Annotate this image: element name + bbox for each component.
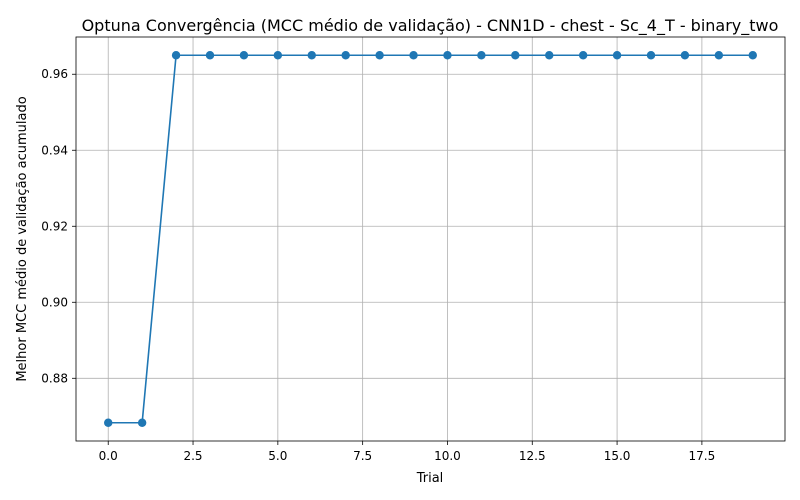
y-axis-label: Melhor MCC médio de validação acumulado — [15, 96, 30, 381]
data-point — [545, 51, 554, 60]
data-point — [511, 51, 520, 60]
x-tick-label: 10.0 — [434, 449, 461, 463]
series — [104, 51, 757, 427]
data-point — [646, 51, 656, 60]
axis-ticks: 0.0 2.5 5.0 7.5 10.0 12.5 15.0 17.5 0.88 0.90 0.92… — [41, 67, 715, 463]
x-tick-label: 2.5 — [183, 449, 202, 463]
data-point — [171, 51, 181, 60]
x-axis-label: Trial — [416, 471, 444, 486]
plot-frame — [75, 36, 786, 442]
y-tick-label: 0.94 — [41, 143, 68, 157]
y-tick-label: 0.88 — [41, 371, 68, 385]
data-point — [443, 51, 452, 60]
x-tick-label: 17.5 — [689, 449, 716, 463]
data-point — [205, 51, 215, 60]
data-point — [273, 51, 283, 60]
y-tick-label: 0.92 — [41, 219, 68, 233]
x-tick-label: 7.5 — [353, 449, 372, 463]
grid — [76, 37, 785, 441]
data-point — [104, 418, 113, 427]
data-point — [578, 51, 588, 60]
data-point — [307, 51, 316, 60]
y-tick-label: 0.96 — [41, 67, 68, 81]
x-tick-label: 15.0 — [604, 449, 631, 463]
data-point — [409, 51, 418, 60]
data-point — [137, 418, 147, 427]
data-point — [341, 51, 350, 60]
x-tick-label: 12.5 — [519, 449, 546, 463]
data-point — [680, 51, 690, 60]
chart-title: Optuna Convergência (MCC médio de valida… — [82, 16, 779, 36]
data-point — [375, 51, 384, 60]
x-tick-label: 0.0 — [99, 449, 118, 463]
data-point — [748, 51, 757, 60]
data-point — [714, 51, 724, 60]
y-tick-label: 0.90 — [41, 295, 68, 309]
data-point — [612, 51, 622, 60]
x-tick-label: 5.0 — [268, 449, 287, 463]
series-line — [108, 54, 753, 424]
data-point — [239, 51, 249, 60]
data-point — [477, 51, 486, 60]
